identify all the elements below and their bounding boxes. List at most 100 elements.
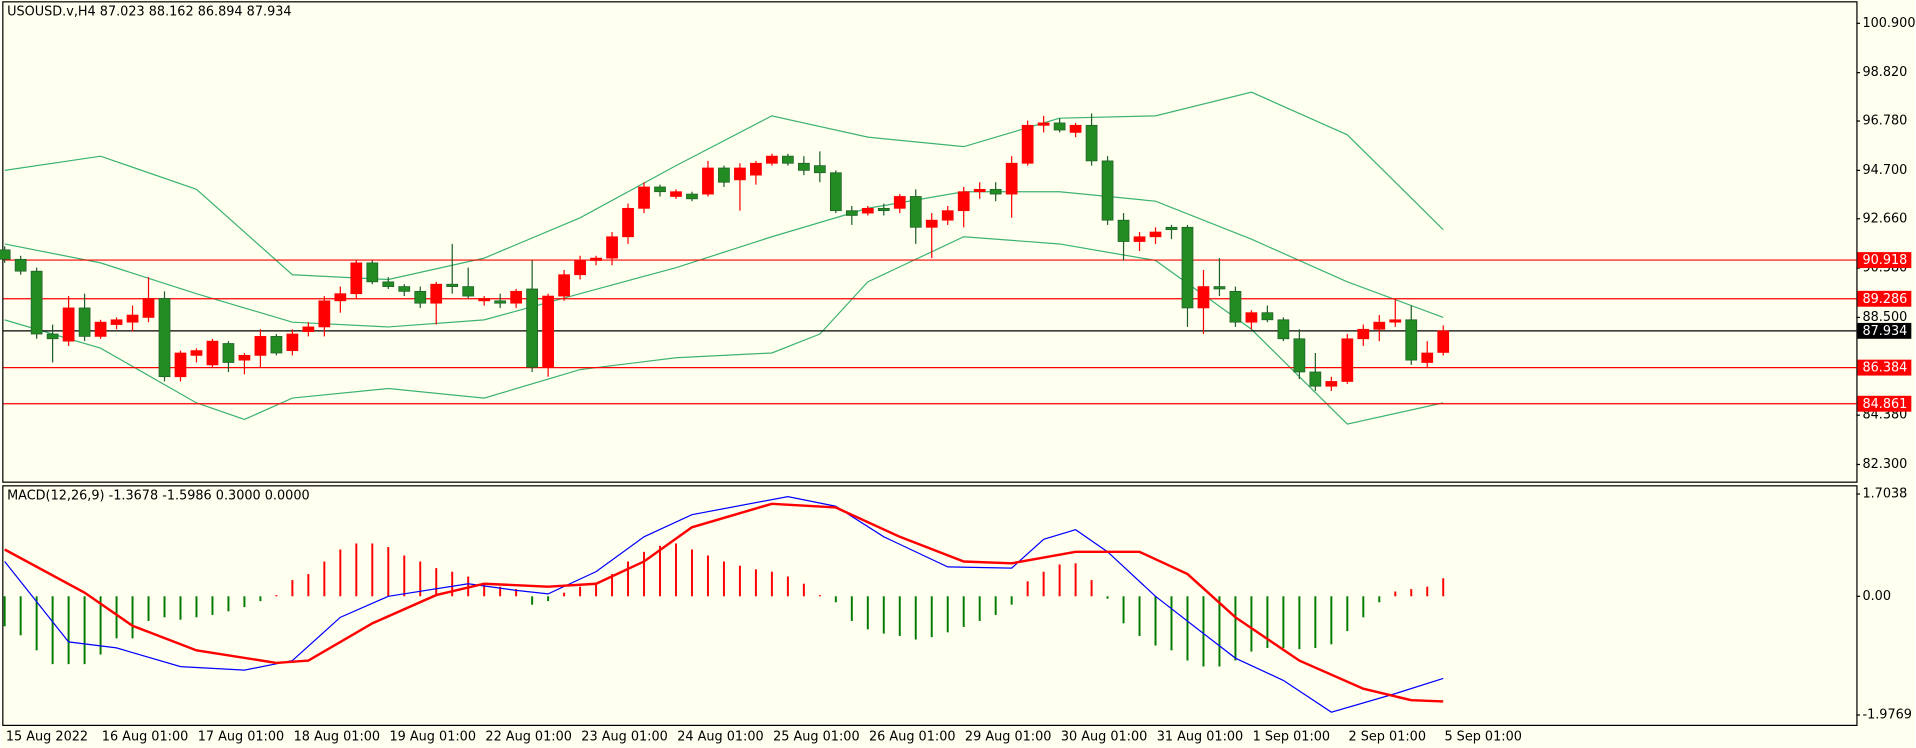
x-tick-label: 19 Aug 01:00 [390,730,477,745]
candle-body [1021,124,1034,164]
candle-body [94,321,107,337]
candle-body [510,290,523,304]
candle-body [1149,231,1162,238]
candle-body [190,350,203,356]
candle-body [941,210,954,221]
candle-body [1005,162,1018,195]
candle-body [1037,122,1050,126]
x-tick-label: 15 Aug 2022 [6,730,88,745]
x-tick-label: 29 Aug 01:00 [965,730,1052,745]
candle-body [829,172,842,212]
candle-body [766,155,778,164]
candle-body [877,207,890,212]
y-tick-label: 92.660 [1862,211,1907,226]
candle-body [14,258,27,272]
candle-body [1117,219,1130,242]
candle-body [286,333,299,351]
candle-body [46,333,59,340]
candle-body [861,207,874,214]
y-tick-label: 96.780 [1862,114,1907,129]
candle-body [494,300,507,304]
y-tick-label: 0.00 [1862,589,1891,604]
y-tick-label: 88.500 [1862,310,1907,325]
candle-body [957,191,970,212]
macd-panel-frame [2,485,1858,727]
x-tick-label: 17 Aug 01:00 [198,730,285,745]
x-tick-label: 23 Aug 01:00 [581,730,668,745]
macd-line [4,502,1444,703]
price-level-label: 84.861 [1862,397,1907,412]
bollinger-band [4,191,1444,328]
price-level-label: 86.384 [1862,361,1907,376]
candle-body [446,283,459,287]
price-level-label: 90.918 [1862,253,1907,268]
candle-body [1421,352,1434,363]
candle-body [1053,122,1066,131]
candle-body [590,257,602,261]
x-tick-label: 26 Aug 01:00 [869,730,956,745]
candle-body [718,167,730,183]
price-level-label: 87.934 [1862,324,1907,339]
candle-body [638,186,650,209]
candle-body [1261,312,1274,321]
candle-body [0,249,11,260]
chart-title: USOUSD.v,H4 87.023 88.162 86.894 87.934 [7,5,291,20]
candle-body [989,188,1002,195]
candle-body [813,165,826,174]
candle-body [622,207,634,238]
x-tick-label: 30 Aug 01:00 [1061,730,1148,745]
price-level-tag [1857,359,1912,376]
candle-body [254,336,267,356]
candle-body [782,155,794,164]
y-tick-label: 1.7038 [1862,487,1907,502]
candle-body [302,326,315,333]
candle-body [1181,226,1194,309]
candle-body [973,188,986,193]
y-tick-label: 82.300 [1862,457,1907,472]
x-tick-label: 1 Sep 01:00 [1253,730,1330,745]
candle-body [350,262,363,295]
candle-body [478,298,491,302]
bollinger-band [4,236,1444,425]
candle-body [1357,328,1370,340]
candle-body [270,336,283,354]
candle-body [78,307,91,337]
candle-body [126,314,139,323]
candle-body [110,319,123,325]
candle-body [158,298,171,378]
candle-body [238,355,251,361]
candle-body [542,295,554,368]
candle-body [654,186,666,193]
candle-body [574,260,586,276]
candle-body [1197,286,1210,309]
y-tick-label: -1.9769 [1862,708,1912,723]
candle-body [334,293,347,302]
candle-body [1277,319,1290,340]
candle-body [1373,321,1386,330]
price-panel-frame [2,1,1858,483]
candle-body [845,210,858,216]
candle-body [750,162,762,176]
candle-body [925,219,938,228]
candle-body [206,340,219,366]
candle-body [558,274,570,297]
candle-body [222,343,235,363]
candle-body [1245,312,1258,323]
x-tick-label: 2 Sep 01:00 [1349,730,1426,745]
candle-body [462,286,475,297]
price-level-label: 89.286 [1862,292,1907,307]
candle-body [1341,338,1354,382]
x-tick-label: 24 Aug 01:00 [677,730,764,745]
candle-body [893,196,906,209]
candle-body [1325,381,1338,387]
x-tick-label: 31 Aug 01:00 [1157,730,1244,745]
candle-body [670,191,682,197]
candle-body [414,290,427,304]
price-level-tag [1857,322,1912,339]
candle-body [1101,160,1114,221]
x-tick-label: 16 Aug 01:00 [102,730,189,745]
x-tick-label: 18 Aug 01:00 [294,730,381,745]
x-tick-label: 25 Aug 01:00 [773,730,859,745]
